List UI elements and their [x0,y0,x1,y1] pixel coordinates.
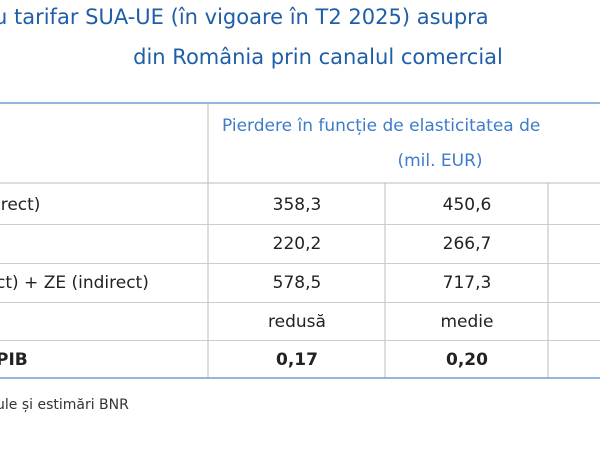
table-cell: redusă [268,312,326,332]
title-line: u tarifar SUA-UE (în vigoare în T2 2025)… [0,5,489,29]
table-cell: medie [441,312,494,332]
table-cell: 0,20 [446,350,488,370]
table-cell: 717,3 [443,273,492,293]
row-label: ct) + ZE (indirect) [0,273,149,293]
table-cell: 358,3 [273,195,322,215]
header-text: Pierdere în funcție de elasticitatea de [222,116,540,136]
table-cell: 266,7 [443,234,492,254]
table-cell: 450,6 [443,195,492,215]
footer-note: ule și estimări BNR [0,397,129,413]
title-line: din România prin canalul comercial [133,45,503,69]
header-text: (mil. EUR) [397,151,482,171]
table-cell: 0,17 [276,350,318,370]
row-label: PIB [0,350,28,370]
table-cell: 220,2 [273,234,322,254]
table-cell: 578,5 [273,273,322,293]
row-label: irect) [0,195,40,215]
